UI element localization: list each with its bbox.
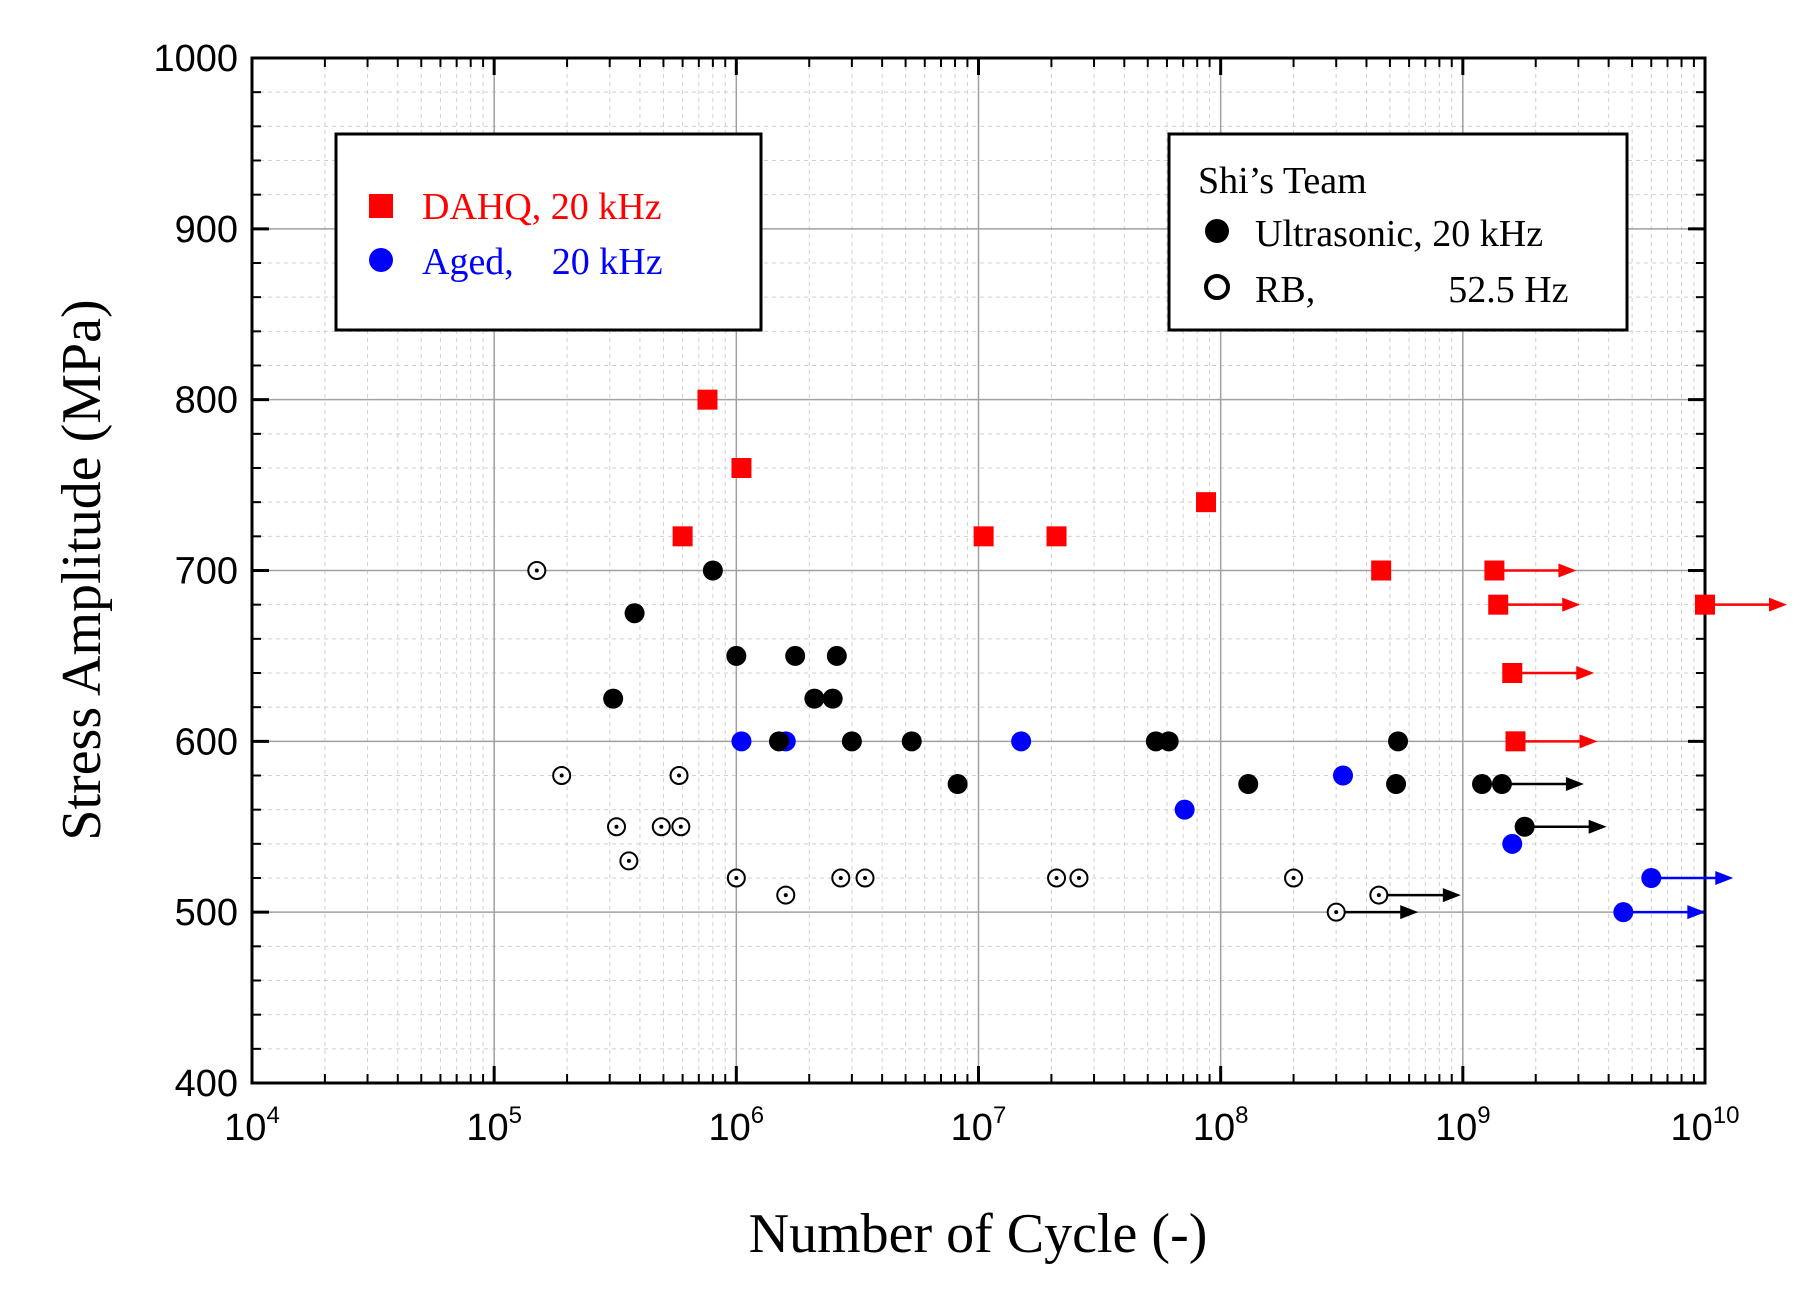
runout-arrow-head [1769, 597, 1787, 612]
ultrasonic-point [804, 688, 825, 709]
x-tick-label: 109 [1435, 1102, 1491, 1149]
runout-arrow-head [1588, 819, 1607, 834]
legend-1-entry-1: DAHQ, 20 kHz [422, 186, 662, 228]
runout-arrow-head [1558, 563, 1577, 578]
legend-shis-team: Shi’s Team Ultrasonic, 20 kHz RB, 52.5 H… [1167, 132, 1629, 332]
ultrasonic-point [1158, 731, 1179, 752]
ultrasonic-point [841, 731, 862, 752]
rb-point-dot [534, 568, 539, 573]
x-axis-title: Number of Cycle (-) [749, 1203, 1208, 1265]
aged-point [1502, 833, 1523, 854]
rb-point-dot [1054, 876, 1059, 880]
rb-point-dot [734, 876, 739, 880]
ultrasonic-point [822, 688, 843, 709]
rb-point-dot [1334, 910, 1339, 915]
legend-2-entry-2: RB, 52.5 Hz [1255, 269, 1569, 311]
runout-arrow-head [1576, 666, 1595, 680]
data-marks [527, 389, 1787, 923]
legend-1-box [334, 132, 763, 332]
y-tick-labels: 400 500 600 700 800 900 1000 [153, 38, 238, 1105]
ultrasonic-point [1472, 774, 1493, 795]
rb-point-dot [783, 893, 788, 898]
aged-point [731, 731, 752, 752]
dahq-point [973, 526, 994, 547]
rb-point-dot [863, 876, 868, 880]
runout-arrow-head [1715, 871, 1734, 885]
dahq-point [731, 458, 752, 478]
dahq-point [1695, 594, 1715, 615]
x-tick-label: 1010 [1671, 1102, 1740, 1149]
dahq-point [1371, 560, 1392, 581]
rb-point-dot [677, 773, 682, 778]
y-tick-label: 800 [175, 380, 238, 422]
aged-point [1332, 765, 1353, 786]
legend-2-entry-1: Ultrasonic, 20 kHz [1255, 213, 1543, 255]
aged-point [1641, 868, 1662, 888]
legend-2-box [1167, 132, 1629, 332]
ultrasonic-point [603, 688, 624, 709]
ultrasonic-point [726, 645, 747, 666]
y-tick-label: 500 [175, 892, 238, 934]
ultrasonic-point [901, 731, 922, 752]
ultrasonic-point [1386, 774, 1407, 795]
dahq-point [1196, 492, 1217, 513]
runout-arrow-head [1565, 777, 1584, 792]
dahq-point [1046, 526, 1067, 547]
rb-point-dot [1376, 893, 1381, 898]
ultrasonic-point [947, 774, 968, 795]
ultrasonic-point [1238, 774, 1259, 795]
rb-point-dot [614, 824, 619, 829]
dahq-point [1505, 731, 1526, 752]
rb-point-dot [838, 876, 843, 880]
rb-point-dot [626, 858, 631, 863]
ultrasonic-point [768, 731, 789, 752]
runout-arrow-head [1562, 597, 1581, 612]
legend-2-title: Shi’s Team [1198, 160, 1367, 202]
x-tick-label: 107 [951, 1102, 1007, 1149]
legend-1-entry-2: Aged, 20 kHz [422, 241, 663, 283]
y-tick-label: 400 [175, 1063, 238, 1105]
aged-point [1174, 799, 1195, 820]
aged-point [1011, 731, 1032, 752]
ultrasonic-point [1491, 774, 1512, 795]
dahq-point [672, 526, 693, 547]
x-tick-label: 106 [709, 1102, 765, 1149]
runout-arrow-head [1687, 905, 1706, 920]
rb-point-dot [559, 773, 564, 778]
ultrasonic-point [1514, 816, 1535, 837]
ultrasonic-point [1388, 731, 1409, 752]
legend-2-open-circle-icon [1204, 274, 1230, 300]
y-tick-label: 600 [175, 721, 238, 763]
dahq-point [697, 389, 718, 410]
legend-1-circle-icon [369, 248, 393, 272]
x-tick-labels: 104 105 106 107 108 109 1010 [224, 1102, 1739, 1149]
dahq-point [1488, 594, 1509, 615]
rb-point-dot [659, 824, 664, 829]
y-axis-title: Stress Amplitude (MPa) [51, 299, 113, 840]
y-tick-label: 700 [175, 551, 238, 593]
ultrasonic-point [826, 645, 847, 666]
x-tick-label: 104 [224, 1102, 280, 1149]
x-tick-label: 108 [1193, 1102, 1249, 1149]
y-tick-label: 1000 [153, 38, 238, 80]
aged-point [1613, 902, 1634, 923]
rb-point-dot [1291, 876, 1296, 880]
legend-1-square-icon [369, 194, 393, 218]
dahq-point [1502, 663, 1523, 683]
ultrasonic-point [702, 560, 723, 581]
dahq-point [1484, 560, 1505, 581]
runout-arrow-head [1579, 734, 1598, 749]
runout-arrow-head [1442, 888, 1461, 903]
x-tick-label: 105 [466, 1102, 522, 1149]
ultrasonic-point [624, 603, 645, 624]
legend-2-filled-circle-icon [1205, 219, 1229, 243]
rb-point-dot [678, 824, 683, 829]
runout-arrow-head [1400, 905, 1419, 920]
legend-dahq-aged: DAHQ, 20 kHz Aged, 20 kHz [334, 132, 763, 332]
y-tick-label: 900 [175, 209, 238, 251]
ultrasonic-point [785, 645, 806, 666]
rb-point-dot [1076, 876, 1081, 880]
